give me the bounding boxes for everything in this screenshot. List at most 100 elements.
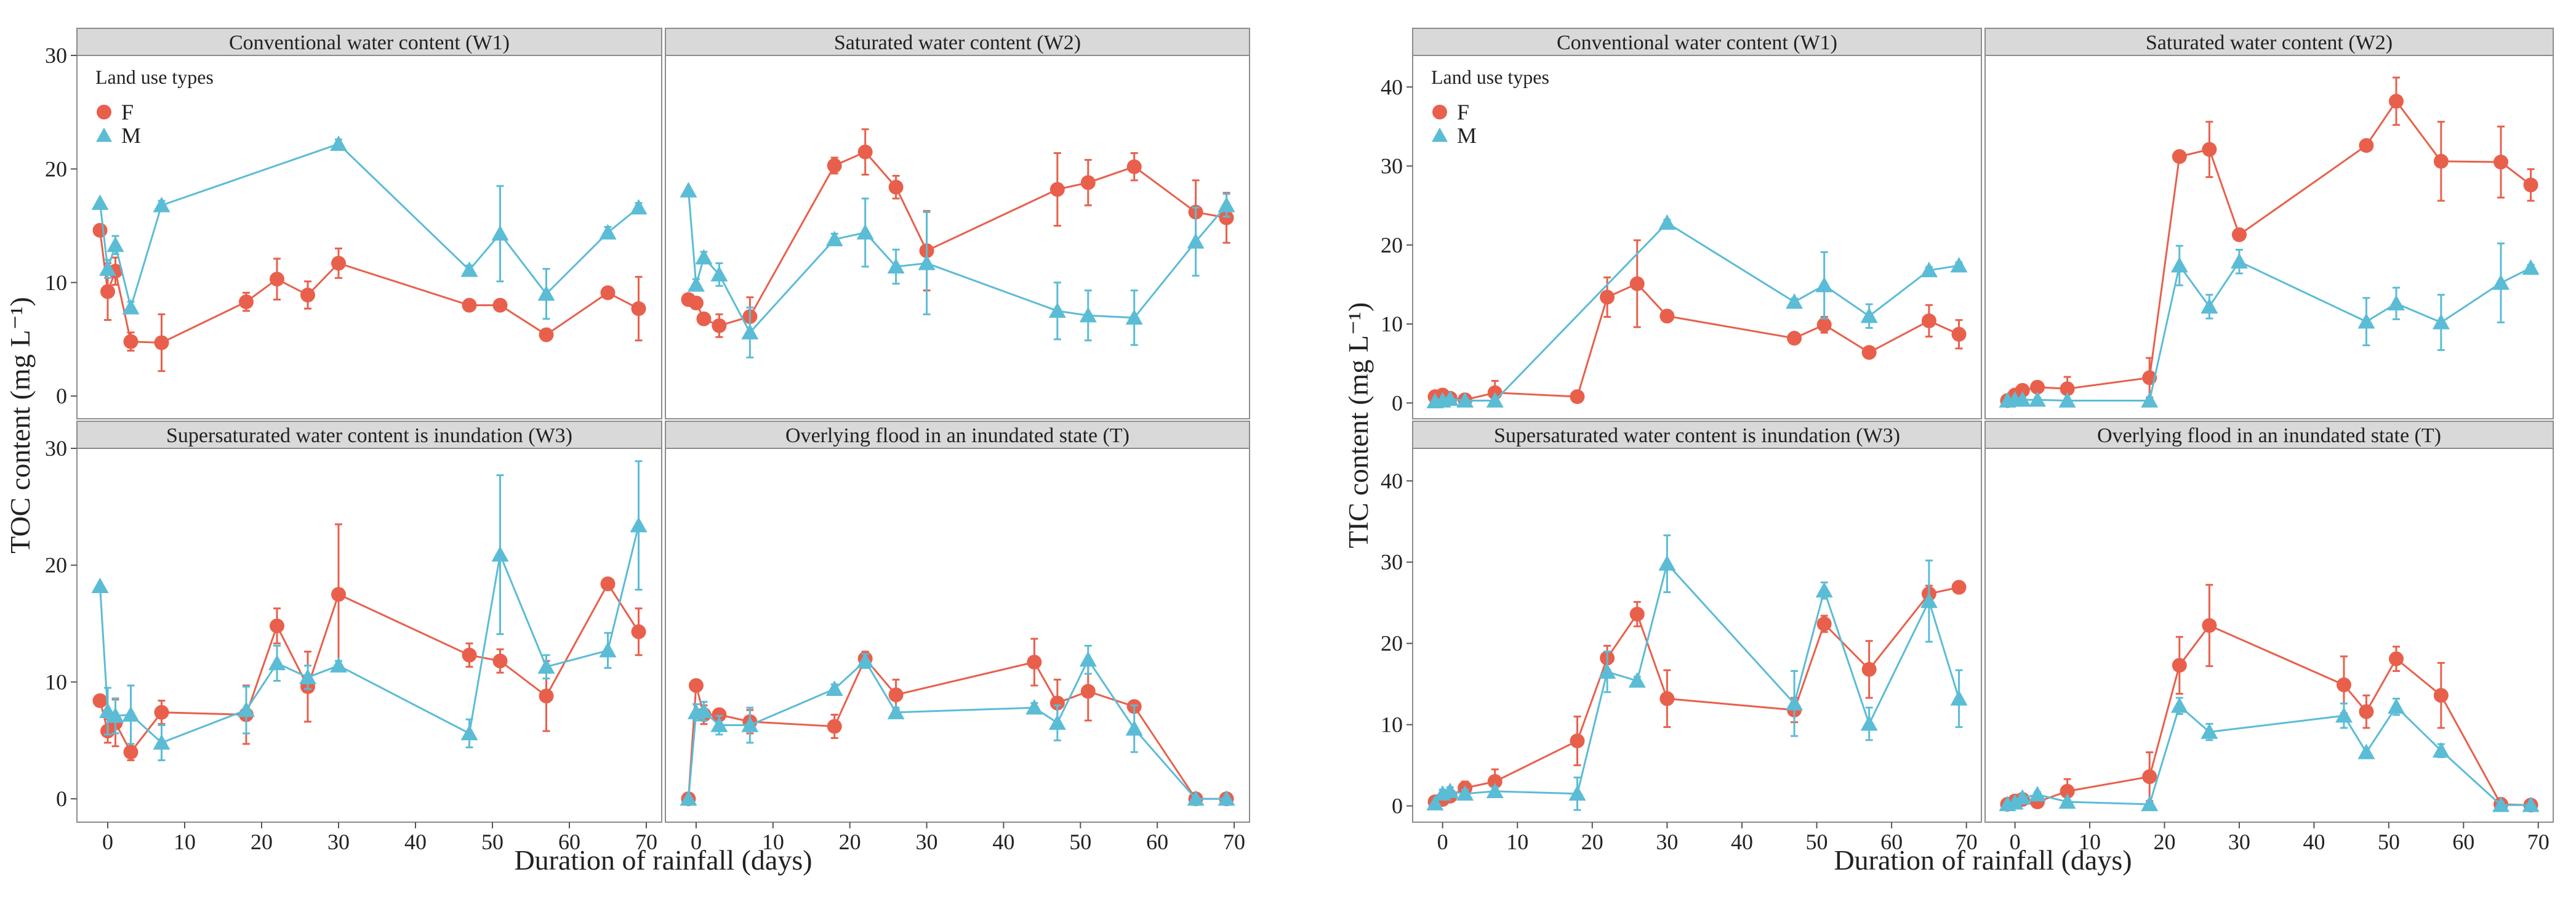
panel-strip-label: Supersaturated water content is inundati… [166, 424, 572, 447]
y-tick-label: 30 [1381, 550, 1403, 575]
data-point [1219, 210, 1234, 225]
data-point [153, 196, 171, 212]
data-point [2433, 153, 2449, 169]
legend-marker-m [1432, 127, 1448, 142]
data-point [1860, 715, 1878, 731]
data-point [680, 182, 697, 198]
data-point [123, 334, 138, 349]
data-point [268, 655, 286, 671]
x-tick-label: 70 [635, 830, 657, 854]
data-point [537, 285, 555, 301]
data-point [741, 323, 759, 340]
data-point [1027, 655, 1042, 670]
data-point [1218, 790, 1235, 806]
panel: Supersaturated water content is inundati… [1381, 421, 1982, 854]
data-point [1441, 782, 1459, 799]
data-point [1080, 684, 1096, 699]
panel-strip-label: Conventional water content (W1) [229, 31, 510, 54]
panel-background [76, 55, 662, 419]
data-point [1486, 392, 1504, 408]
x-tick-label: 0 [1437, 830, 1448, 854]
data-point [462, 647, 477, 663]
series-m [680, 182, 1235, 358]
data-point [2172, 149, 2187, 164]
y-axis-title: TOC content (mg L⁻¹) [4, 297, 36, 554]
data-point [1786, 293, 1804, 309]
y-tick-label: 20 [45, 156, 67, 181]
data-point [600, 576, 616, 592]
data-point [1950, 257, 1968, 273]
y-tick-label: 10 [45, 669, 67, 694]
legend-marker-f [97, 105, 111, 119]
data-point [1486, 782, 1504, 799]
data-point [106, 707, 124, 723]
data-point [92, 693, 108, 708]
x-tick-label: 40 [2303, 830, 2325, 854]
legend-title: Land use types [95, 66, 214, 88]
data-point [2058, 793, 2076, 809]
data-point [331, 256, 346, 271]
legend-marker-f [1432, 105, 1447, 119]
data-point [741, 716, 759, 732]
data-point [2387, 294, 2405, 310]
data-point [1815, 277, 1833, 293]
data-point [330, 657, 347, 673]
data-point [1658, 555, 1676, 571]
data-point [153, 734, 171, 750]
data-point [1787, 331, 1802, 346]
data-point [630, 199, 648, 215]
x-tick-label: 50 [1069, 830, 1091, 854]
data-point [1048, 714, 1066, 730]
data-point [2522, 796, 2540, 812]
data-point [1629, 276, 1645, 291]
y-tick-label: 40 [1381, 469, 1403, 493]
x-tick-label: 0 [102, 830, 113, 854]
data-point [1487, 774, 1503, 790]
data-point [1218, 196, 1235, 212]
data-point [1950, 690, 1968, 706]
data-point [1049, 695, 1065, 711]
y-tick-label: 30 [45, 43, 67, 68]
series-m [1426, 534, 1968, 811]
panel-background [1412, 55, 1982, 419]
data-point [888, 687, 904, 703]
data-point [1079, 651, 1097, 667]
data-point [491, 225, 509, 241]
data-point [2336, 677, 2351, 692]
panel-background [1984, 448, 2554, 823]
y-tick-label: 20 [1381, 233, 1403, 257]
data-point [1187, 233, 1205, 249]
data-point [539, 689, 554, 704]
data-point [712, 707, 727, 722]
x-tick-label: 30 [327, 830, 350, 854]
x-tick-label: 50 [2378, 830, 2400, 854]
data-point [695, 249, 713, 265]
data-point [2029, 391, 2047, 407]
data-point [856, 652, 874, 668]
data-point [2060, 783, 2075, 799]
y-tick-label: 10 [45, 270, 67, 295]
x-tick-label: 30 [916, 830, 938, 854]
panel: Overlying flood in an inundated state (T… [1984, 421, 2554, 854]
data-point [238, 701, 255, 717]
data-point [122, 299, 140, 315]
data-point [2522, 259, 2540, 275]
data-point [1426, 794, 1444, 810]
x-tick-label: 0 [691, 830, 702, 854]
data-point [1080, 175, 1096, 190]
data-point [2493, 155, 2508, 170]
data-point [825, 680, 843, 696]
data-point [154, 705, 169, 720]
data-point [1861, 661, 1877, 677]
legend-label-m: M [121, 123, 141, 148]
chart-toc: Conventional water content (W1) 0 10 20 30 La… [4, 28, 1250, 876]
legend-label-m: M [1457, 123, 1477, 148]
data-point [2388, 651, 2404, 666]
data-point [2387, 698, 2405, 714]
y-tick-label: 0 [56, 384, 67, 408]
panel-strip-label: Conventional water content (W1) [1557, 31, 1837, 54]
data-point [1629, 607, 1645, 622]
data-point [887, 703, 905, 719]
x-tick-label: 0 [2010, 830, 2021, 854]
data-point [2433, 688, 2449, 703]
